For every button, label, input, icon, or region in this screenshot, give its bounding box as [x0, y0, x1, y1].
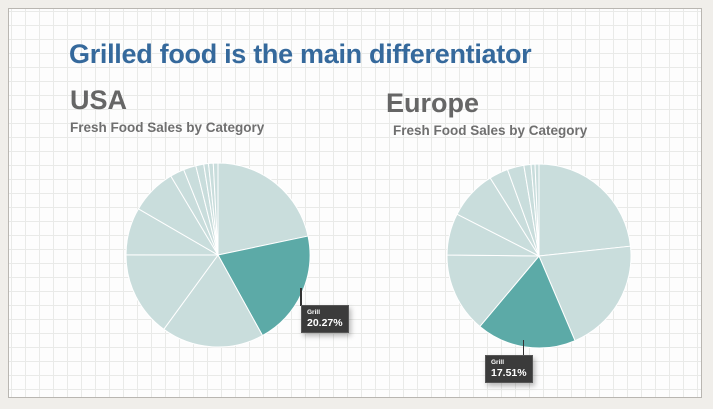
slide-title: Grilled food is the main differentiator: [69, 39, 532, 69]
tooltip-usa-value: 20.27%: [307, 316, 343, 329]
pie-chart-usa[interactable]: [118, 155, 318, 355]
tooltip-usa: Grill 20.27%: [301, 305, 349, 334]
tooltip-usa-category-label: Grill: [307, 309, 321, 316]
pie-slice[interactable]: [217, 162, 309, 256]
chart-heading-usa: USA: [70, 85, 128, 115]
pie-slice[interactable]: [446, 254, 540, 327]
tooltip-connector-europe: [522, 340, 524, 356]
pie-slice-grill[interactable]: [217, 235, 311, 337]
chart-subtitle-europe: Fresh Food Sales by Category: [393, 123, 588, 138]
chart-heading-europe: Europe: [386, 88, 480, 118]
tooltip-europe-category-label: Grill: [491, 359, 505, 366]
pie-slice[interactable]: [125, 254, 219, 330]
pie-slice[interactable]: [212, 162, 219, 256]
chart-subtitle-usa: Fresh Food Sales by Category: [70, 120, 265, 135]
slide-canvas: Grilled food is the main differentiator …: [8, 8, 702, 398]
tooltip-europe: Grill 17.51%: [485, 355, 533, 384]
pie-slice[interactable]: [163, 254, 263, 348]
pie-chart-europe[interactable]: [439, 156, 639, 356]
chart-header-usa: USA Fresh Food Sales by Category: [70, 85, 265, 136]
tooltip-connector-usa: [300, 288, 302, 306]
pie-slice[interactable]: [538, 163, 631, 257]
pie-slice[interactable]: [534, 163, 540, 257]
pie-slice[interactable]: [538, 245, 632, 342]
tooltip-europe-value: 17.51%: [491, 366, 527, 379]
chart-header-europe: Europe Fresh Food Sales by Category: [386, 88, 588, 139]
pie-slice-grill[interactable]: [479, 255, 576, 349]
